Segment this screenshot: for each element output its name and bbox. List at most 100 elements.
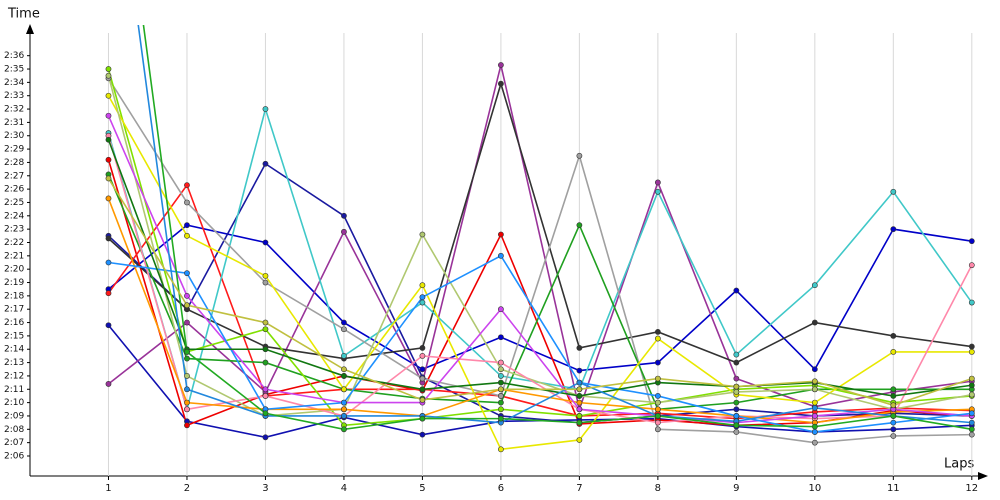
y-tick-label: 2:15 [4,331,24,341]
data-point [811,366,818,373]
data-point [498,386,504,393]
x-tick-label: 6 [498,483,504,494]
data-point [498,415,504,422]
data-point [262,319,269,326]
data-point [262,410,269,417]
y-tick-label: 2:25 [4,198,24,208]
data-point [419,231,426,238]
data-point [811,378,818,385]
y-tick-label: 2:14 [4,345,24,355]
data-point [419,386,426,393]
data-point [105,136,112,143]
y-tick-label: 2:11 [4,385,24,395]
y-tick-label: 2:32 [4,105,24,115]
data-point [498,334,504,341]
data-point [105,322,112,329]
data-point [733,359,740,366]
y-tick-label: 2:31 [4,118,24,128]
data-point [184,270,190,277]
data-point [733,287,740,294]
data-point [105,92,112,99]
data-point [654,335,661,342]
data-point [733,383,740,390]
y-tick-label: 2:08 [4,425,24,435]
data-point [576,222,583,229]
y-tick-label: 2:09 [4,411,24,421]
y-tick-label: 2:26 [4,185,24,195]
data-point [419,294,426,301]
data-point [105,175,112,182]
y-tick-label: 2:18 [4,291,24,301]
data-point [890,402,897,409]
series-line [142,25,972,431]
data-point [733,389,740,395]
y-axis-arrow [26,24,34,34]
data-point [184,422,190,429]
data-point [811,405,818,411]
x-tick-label: 4 [341,483,347,494]
data-point [968,299,975,306]
data-point [262,393,269,399]
data-point [968,410,975,417]
data-point [184,349,190,355]
data-point [811,439,818,446]
data-point [890,188,897,195]
data-point [811,429,818,435]
x-tick-label: 12 [965,483,978,494]
data-point [341,426,347,433]
data-point [262,434,269,441]
data-point [498,231,504,238]
y-tick-label: 2:30 [4,131,24,141]
series-line [107,174,972,411]
data-point [733,399,740,406]
data-point [105,112,112,119]
data-point [498,446,504,453]
data-point [968,391,975,398]
series-line [107,115,972,424]
data-point [262,279,269,286]
data-point [890,393,897,399]
data-point [811,386,818,393]
series-line [107,64,972,413]
data-point [890,426,897,433]
data-point [419,366,426,373]
data-point [184,199,190,206]
data-point [184,373,190,379]
data-point [419,415,426,422]
data-point [654,328,661,335]
data-point [262,359,269,366]
x-tick-label: 9 [733,483,739,494]
data-point [654,399,661,406]
data-point [105,66,112,72]
y-tick-label: 2:35 [4,65,24,75]
y-tick-label: 2:10 [4,398,24,408]
data-point [576,367,583,374]
data-point [811,319,818,326]
data-point [576,399,583,406]
y-tick-label: 2:28 [4,158,24,168]
data-point [262,346,269,353]
data-point [184,355,190,362]
data-point [654,426,661,433]
series-line [107,162,972,424]
series-line [107,68,972,427]
data-point [968,238,975,245]
data-point [654,375,661,382]
data-point [890,419,897,426]
data-point [419,299,426,306]
y-tick-label: 2:23 [4,225,24,235]
data-point [498,366,504,373]
data-point [341,212,347,219]
x-tick-label: 7 [576,483,582,494]
data-point [498,406,504,413]
data-point [341,228,347,235]
data-point [105,290,112,297]
series-line [107,224,972,372]
y-tick-label: 2:13 [4,358,24,368]
data-point [341,399,347,406]
data-point [105,259,112,266]
data-point [184,302,190,309]
series-line [107,95,972,451]
data-point [419,431,426,438]
